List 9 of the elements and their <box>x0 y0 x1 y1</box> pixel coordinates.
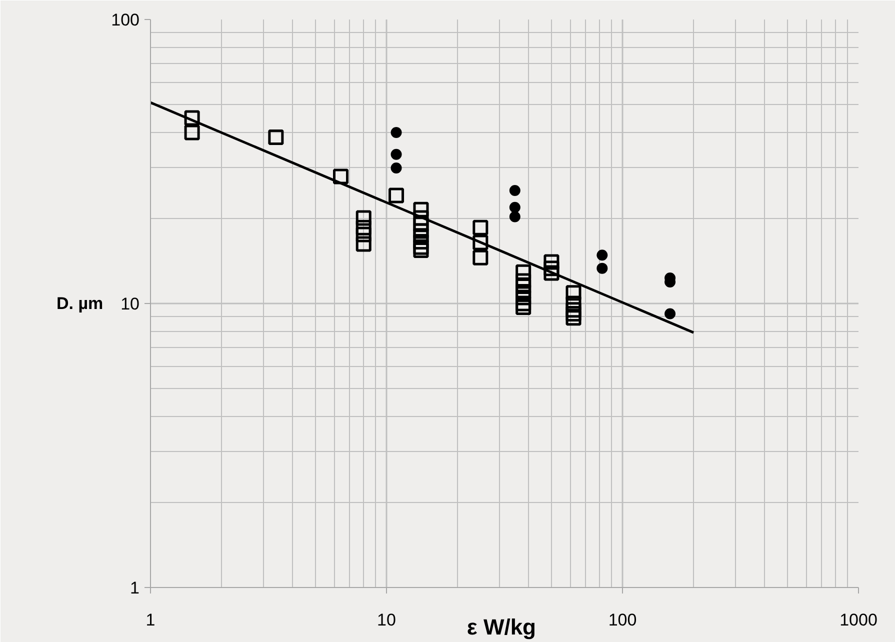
x-tick-label: 1 <box>146 610 156 630</box>
x-tick-label: 100 <box>608 610 637 630</box>
x-tick-label: 10 <box>377 610 396 630</box>
y-tick-label: 1 <box>130 578 140 598</box>
y-axis-title: D. µm <box>56 294 104 313</box>
x-tick-label: 1000 <box>840 610 878 630</box>
x-axis-title: ε W/kg <box>466 614 536 640</box>
y-tick-label: 100 <box>111 10 140 30</box>
y-tick-label: 10 <box>120 294 140 314</box>
